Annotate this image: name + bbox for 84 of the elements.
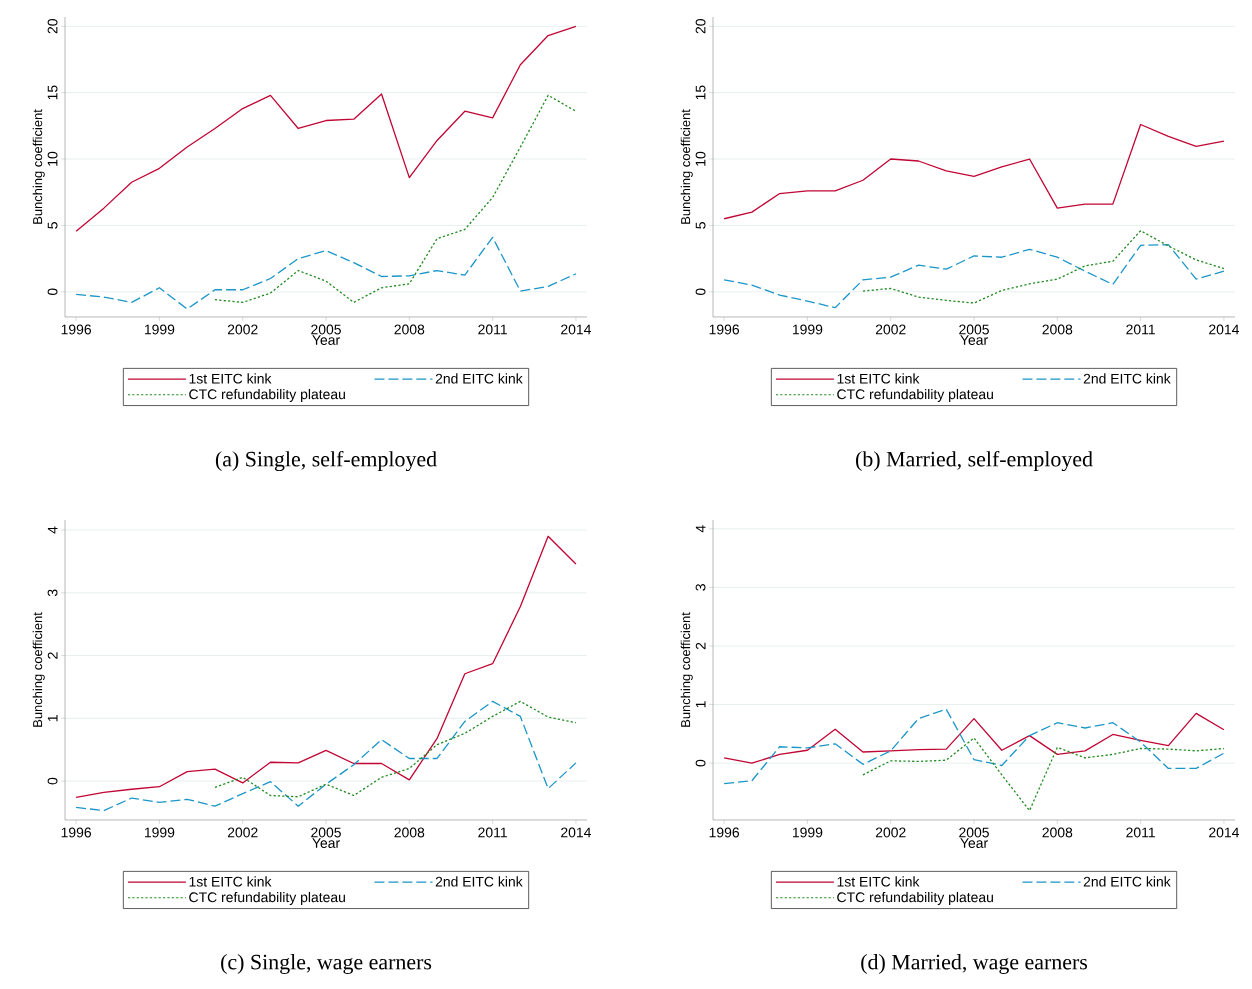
line-series [214, 94, 577, 304]
legend-label: CTC refundability plateau [189, 388, 345, 402]
x-tick-label: 2011 [478, 827, 507, 838]
x-tick-label: 2008 [1042, 827, 1073, 838]
legend-label: CTC refundability plateau [189, 891, 345, 905]
y-tick-label: 0 [695, 759, 706, 767]
y-tick-label: 20 [695, 19, 706, 34]
x-tick-label: 2011 [478, 324, 507, 335]
x-tick-label: 2014 [561, 324, 591, 335]
x-tick-label: 1999 [792, 324, 823, 335]
legend-label: 2nd EITC kink [435, 373, 523, 384]
y-axis-title: Bunching coefficient [680, 109, 693, 224]
x-tick-label: 1996 [709, 324, 740, 335]
legend-label: 1st EITC kink [189, 876, 272, 887]
line-series [862, 230, 1225, 304]
x-tick-label: 2005 [311, 324, 341, 335]
line-series [723, 123, 1225, 220]
x-tick-label: 2014 [1209, 324, 1239, 335]
legend-label: CTC refundability plateau [837, 891, 993, 905]
y-axis-title: Bunching coefficient [680, 612, 693, 727]
x-tick-label: 2002 [875, 324, 906, 335]
x-tick-label: 2014 [561, 827, 591, 838]
line-series [723, 243, 1225, 309]
y-tick-label: 0 [47, 777, 58, 785]
y-tick-label: 4 [47, 526, 58, 534]
x-tick-label: 2008 [394, 324, 425, 335]
x-tick-label: 1999 [792, 827, 823, 838]
line-series [214, 700, 577, 798]
x-tick-label: 2008 [1042, 324, 1073, 335]
line-series [75, 25, 577, 233]
x-tick-label: 1999 [144, 827, 175, 838]
line-series [75, 700, 577, 812]
x-tick-label: 2002 [227, 324, 258, 335]
y-tick-label: 0 [47, 288, 58, 296]
legend-label: CTC refundability plateau [837, 388, 993, 402]
x-axis-title: Year [960, 838, 988, 848]
y-tick-label: 20 [47, 19, 58, 34]
y-tick-label: 1 [695, 701, 706, 708]
x-tick-label: 2005 [959, 827, 989, 838]
y-tick-label: 4 [695, 525, 706, 533]
x-tick-label: 2005 [311, 827, 341, 838]
y-tick-label: 15 [47, 85, 58, 100]
line-series [75, 236, 577, 310]
x-tick-label: 2011 [1126, 827, 1155, 838]
y-tick-label: 3 [695, 584, 706, 591]
y-tick-label: 3 [47, 589, 58, 597]
x-axis-title: Year [960, 335, 988, 345]
y-tick-label: 2 [695, 642, 706, 650]
x-axis-title: Year [312, 838, 340, 848]
x-tick-label: 2002 [875, 827, 906, 838]
text: (d) Married, wage earners [861, 954, 1088, 974]
x-axis-title: Year [312, 335, 340, 345]
x-tick-label: 2008 [394, 827, 425, 838]
line-series [862, 737, 1225, 812]
line-series [75, 535, 577, 799]
x-tick-label: 2011 [1126, 324, 1155, 335]
legend-label: 2nd EITC kink [435, 876, 523, 887]
y-tick-label: 1 [47, 715, 58, 722]
y-tick-label: 10 [695, 151, 706, 166]
line-series [723, 708, 1225, 785]
x-tick-label: 1996 [61, 827, 92, 838]
y-tick-label: 2 [47, 652, 58, 659]
x-tick-label: 2014 [1209, 827, 1239, 838]
legend-label: 1st EITC kink [837, 876, 920, 887]
text: (b) Married, self-employed [856, 450, 1093, 472]
y-tick-label: 15 [695, 85, 706, 100]
x-tick-label: 2005 [959, 324, 989, 335]
y-tick-label: 5 [47, 222, 58, 229]
legend-label: 2nd EITC kink [1083, 876, 1171, 887]
x-tick-label: 1996 [61, 324, 92, 335]
x-tick-label: 2002 [227, 827, 258, 838]
legend-label: 1st EITC kink [189, 373, 272, 384]
x-tick-label: 1996 [709, 827, 740, 838]
y-tick-label: 5 [695, 222, 706, 229]
text: (a) Single, self-employed [215, 450, 437, 472]
y-tick-label: 10 [47, 151, 58, 166]
x-tick-label: 1999 [144, 324, 175, 335]
line-series [723, 712, 1225, 764]
y-axis-title: Bunching coefficient [32, 612, 45, 727]
legend-label: 2nd EITC kink [1083, 373, 1171, 384]
y-tick-label: 0 [695, 288, 706, 296]
legend-label: 1st EITC kink [837, 373, 920, 384]
text: (c) Single, wage earners [221, 954, 432, 974]
y-axis-title: Bunching coefficient [32, 109, 45, 224]
